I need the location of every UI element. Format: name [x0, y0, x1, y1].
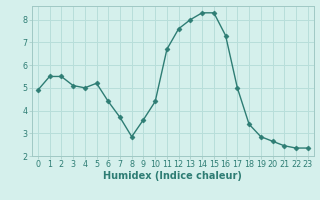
X-axis label: Humidex (Indice chaleur): Humidex (Indice chaleur) — [103, 171, 242, 181]
